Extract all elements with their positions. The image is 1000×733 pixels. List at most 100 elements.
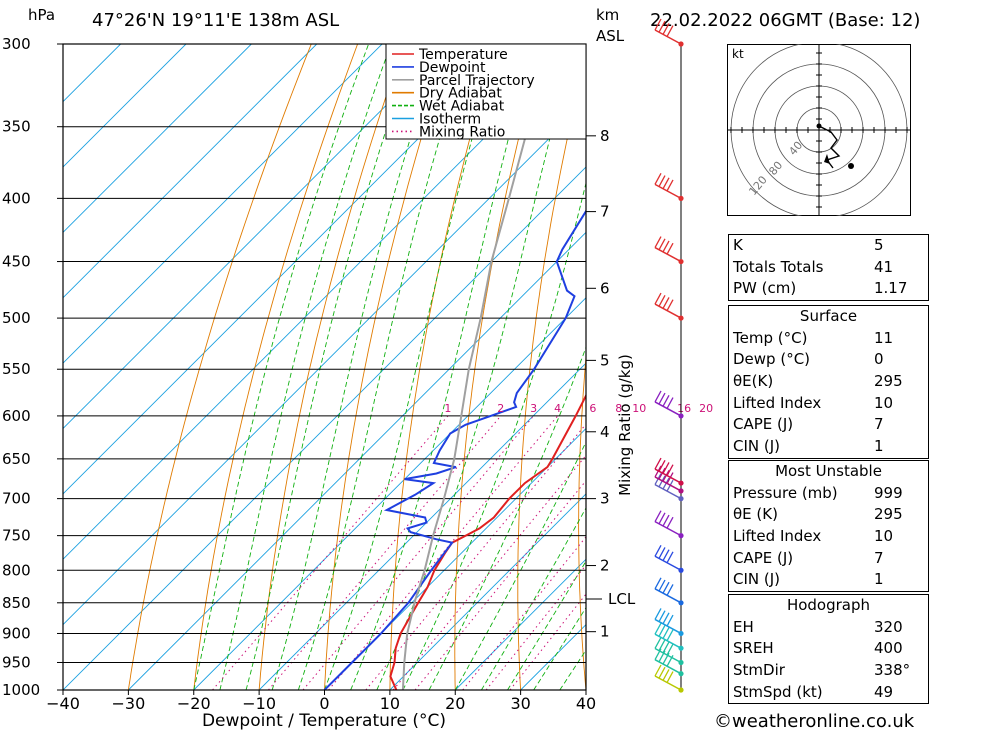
wind-level-dot [678,659,684,666]
x-tick-label: 20 [445,694,465,713]
wind-barb-feather [658,294,666,307]
stmdir-label: StmDir [733,661,785,680]
pressure-tick-label: 950 [2,653,31,671]
x-tick-label: 30 [510,694,530,713]
mu-cape-label: CAPE (J) [733,548,794,567]
mixing-ratio-label: 20 [699,402,713,415]
altitude-tick-label: 3 [600,490,610,508]
isotherm-line [258,362,586,690]
hodograph-title: Hodograph [786,596,871,614]
wind-barb-feather [662,395,670,407]
mu-lifted-value: 10 [874,527,894,546]
mixing-ratio-line [365,423,586,690]
surface-temp-value: 11 [874,328,894,347]
dry-adiabat-line [638,44,682,690]
pressure-tick-label: 700 [2,490,31,508]
surface-theta-label: θE(K) [733,372,774,391]
wind-barb-feather [662,240,670,253]
pressure-tick-label: 850 [2,594,31,612]
lcl-label: LCL [608,590,636,608]
wind-barb-feather [662,549,670,561]
surface-temp-label: Temp (°C) [733,328,808,347]
wind-barb-feather [662,581,670,594]
datetime-title: 22.02.2022 06GMT (Base: 12) [650,10,921,31]
stmspd-value: 49 [874,682,894,701]
wind-barb-feather [658,610,666,622]
wet-adiabat-line [559,649,586,690]
location-title: 47°26'N 19°11'E 138m ASL [92,10,340,31]
x-tick-label: 10 [380,694,400,713]
wet-adiabat-line [428,345,586,690]
wind-barb-feather [658,459,666,472]
pressure-tick-label: 750 [2,527,31,545]
wind-barb-feather [658,20,666,33]
credit-link[interactable]: ©weatheronline.co.uk [714,711,915,732]
wind-barb-feather [662,23,670,35]
mixing-ratio-label: 4 [554,402,561,415]
k-index-label: K [733,236,743,254]
wind-level-dot [678,567,684,573]
isotherm-line [63,100,586,626]
series-dewpoint [323,209,586,690]
series-parcel-trajectory [401,44,560,690]
hodograph-panel: Hodograph EH 320 SREH 400 StmDir 338° StmSp… [728,594,929,705]
altitude-tick-label: 8 [600,127,610,145]
wind-barb-feather [666,242,674,255]
wind-barb-feather [658,175,666,187]
wind-barb-feather [658,639,666,651]
wind-barb-feather [658,666,666,679]
skewt-chart: 1234681016202530035040045050055060065070… [2,18,720,731]
isotherm-line [193,297,586,690]
hodograph-start-dot [816,123,822,129]
isotherm-line [63,44,383,364]
wind-barb-feather [662,669,670,681]
isotherm-line [63,44,448,430]
pw-label: PW (cm) [733,279,797,298]
wind-barb-feather [654,577,662,590]
wind-barb-feather [662,462,670,474]
wind-barb-feather [662,612,670,625]
eh-label: EH [733,617,754,636]
surface-title: Surface [799,307,858,325]
wind-barb-feather [662,627,670,639]
dry-adiabat-line [695,44,720,690]
pressure-tick-label: 600 [2,407,31,425]
isotherm-line [63,166,586,690]
wind-barb-feather [666,643,674,656]
wind-barb-feather [654,664,662,677]
mu-theta-value: 295 [874,505,903,524]
x-tick-label: −40 [46,694,80,713]
isotherm-line [63,44,318,299]
wind-level-dot [678,195,684,201]
isotherm-line [63,44,514,495]
wind-barb-feather [658,238,666,251]
wind-level-dot [678,41,684,47]
eh-value: 320 [874,617,903,636]
isotherm-line [63,44,187,168]
wind-barb-feather [654,510,662,522]
mixing-ratio-axis-label: Mixing Ratio (g/kg) [616,354,634,496]
surface-theta-value: 295 [874,372,903,391]
pressure-tick-label: 800 [2,561,31,579]
mixing-ratio-line [509,593,586,690]
pressure-tick-label: 400 [2,189,31,207]
surface-panel: Surface Temp (°C) 11 Dewp (°C) 0 θE(K) 295 … [728,305,929,459]
wind-barb-feather [666,516,674,529]
wind-barb-feather [666,464,674,476]
mu-cin-label: CIN (J) [733,570,781,589]
surface-cape-value: 7 [874,415,884,434]
mixing-ratio-label: 16 [677,402,691,415]
mu-theta-label: θE (K) [733,505,778,524]
wind-barb-feather [666,551,674,564]
legend-entry: Temperature [418,47,508,63]
most-unstable-panel: Most Unstable Pressure (mb) 999 θE (K) 295… [728,460,929,593]
wind-barb-feather [666,299,674,311]
x-axis-label: Dewpoint / Temperature (°C) [202,711,446,731]
wind-barb-feather [658,625,666,637]
stmdir-value: 338° [874,661,911,680]
wind-barb-feather [662,641,670,654]
wind-barb-feather [666,584,674,596]
surface-lifted-label: Lifted Index [733,393,822,412]
legend-entry: Parcel Trajectory [419,73,535,89]
mu-cape-value: 7 [874,548,884,567]
